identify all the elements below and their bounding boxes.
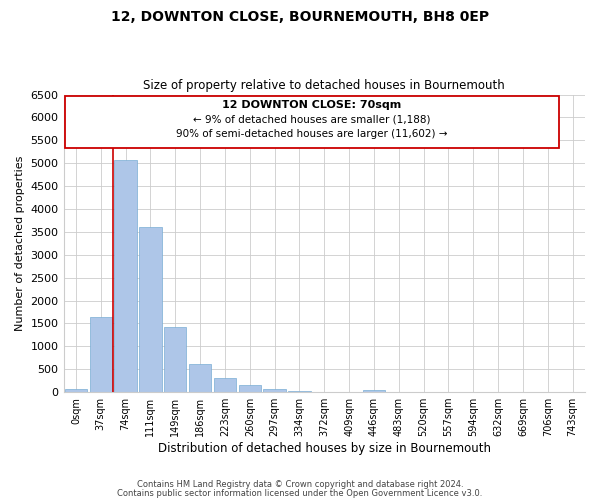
Text: 12 DOWNTON CLOSE: 70sqm: 12 DOWNTON CLOSE: 70sqm — [222, 100, 401, 110]
Bar — [263, 389, 286, 392]
X-axis label: Distribution of detached houses by size in Bournemouth: Distribution of detached houses by size … — [158, 442, 491, 455]
Bar — [189, 364, 211, 392]
Bar — [164, 327, 187, 392]
Title: Size of property relative to detached houses in Bournemouth: Size of property relative to detached ho… — [143, 79, 505, 92]
Bar — [214, 378, 236, 392]
Bar — [115, 160, 137, 392]
Y-axis label: Number of detached properties: Number of detached properties — [15, 156, 25, 331]
Text: ← 9% of detached houses are smaller (1,188): ← 9% of detached houses are smaller (1,1… — [193, 114, 431, 124]
Bar — [363, 390, 385, 392]
Text: 90% of semi-detached houses are larger (11,602) →: 90% of semi-detached houses are larger (… — [176, 130, 448, 140]
Bar — [65, 389, 87, 392]
Bar — [139, 228, 161, 392]
Text: Contains public sector information licensed under the Open Government Licence v3: Contains public sector information licen… — [118, 490, 482, 498]
Bar — [239, 385, 261, 392]
Text: Contains HM Land Registry data © Crown copyright and database right 2024.: Contains HM Land Registry data © Crown c… — [137, 480, 463, 489]
Bar — [288, 390, 311, 392]
Text: 12, DOWNTON CLOSE, BOURNEMOUTH, BH8 0EP: 12, DOWNTON CLOSE, BOURNEMOUTH, BH8 0EP — [111, 10, 489, 24]
Bar — [89, 316, 112, 392]
Bar — [65, 96, 559, 148]
